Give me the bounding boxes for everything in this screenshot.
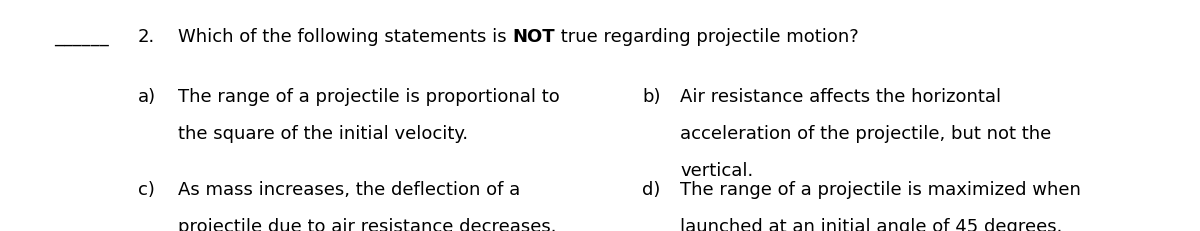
Text: c): c) [138,180,155,198]
Text: the square of the initial velocity.: the square of the initial velocity. [178,125,468,143]
Text: NOT: NOT [512,28,554,46]
Text: vertical.: vertical. [680,162,754,180]
Text: true regarding projectile motion?: true regarding projectile motion? [554,28,858,46]
Text: d): d) [642,180,660,198]
Text: The range of a projectile is maximized when: The range of a projectile is maximized w… [680,180,1081,198]
Text: a): a) [138,88,156,106]
Text: As mass increases, the deflection of a: As mass increases, the deflection of a [178,180,520,198]
Text: acceleration of the projectile, but not the: acceleration of the projectile, but not … [680,125,1051,143]
Text: launched at an initial angle of 45 degrees.: launched at an initial angle of 45 degre… [680,217,1063,231]
Text: projectile due to air resistance decreases.: projectile due to air resistance decreas… [178,217,556,231]
Text: 2.: 2. [138,28,155,46]
Text: b): b) [642,88,660,106]
Text: The range of a projectile is proportional to: The range of a projectile is proportiona… [178,88,559,106]
Text: Which of the following statements is: Which of the following statements is [178,28,512,46]
Text: ______: ______ [54,28,109,46]
Text: Air resistance affects the horizontal: Air resistance affects the horizontal [680,88,1002,106]
